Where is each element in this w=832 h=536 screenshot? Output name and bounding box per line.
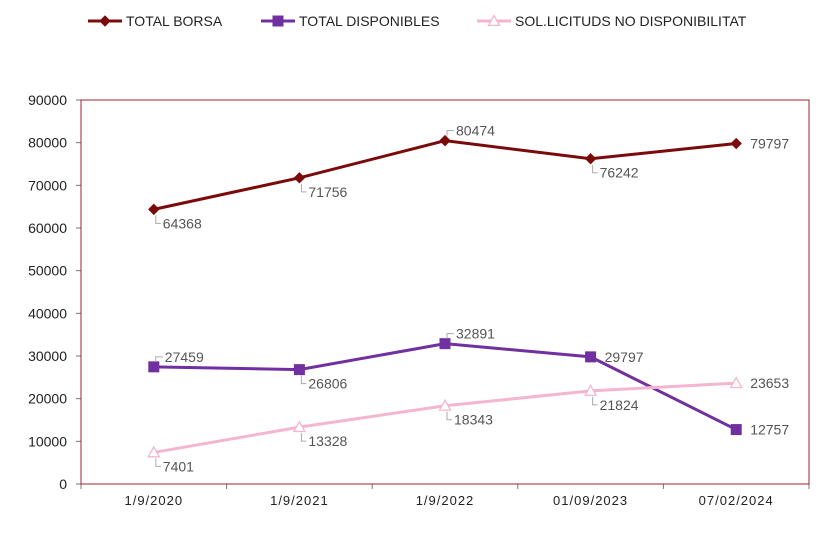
y-axis: 0 10000 20000 30000 40000 50000 60000 70000 8000…: [28, 92, 81, 492]
series-total-borsa: [148, 134, 742, 216]
data-point: [583, 384, 598, 396]
data-point: [148, 203, 160, 216]
series-sol-licituds-no-disponibilitat: [147, 376, 743, 458]
data-label: 7401: [163, 458, 194, 474]
data-point: [147, 445, 161, 458]
data-label-leader: [446, 333, 454, 339]
legend-label: SOL.LICITUDS NO DISPONIBILITAT: [515, 13, 747, 29]
x-axis: 1/9/2020 1/9/2021 1/9/2022 01/09/2023 07/02/…: [80, 484, 810, 508]
data-label: 12757: [750, 422, 789, 438]
data-label-leader: [300, 183, 307, 193]
plot-area: [80, 99, 810, 485]
series-line: [153, 139, 737, 211]
data-label-leader: [155, 215, 161, 224]
y-tick-label: 60000: [28, 220, 67, 236]
data-label: 64368: [163, 215, 202, 231]
data-label: 27459: [165, 349, 204, 365]
data-label-leader: [446, 411, 452, 421]
data-label: 32891: [456, 326, 495, 342]
data-point: [292, 420, 307, 433]
data-point: [730, 137, 742, 150]
y-tick-label: 0: [59, 476, 67, 492]
legend-label: TOTAL DISPONIBLES: [299, 13, 440, 29]
data-label: 13328: [308, 433, 347, 449]
legend-item: TOTAL DISPONIBLES: [261, 13, 440, 29]
y-tick-label: 30000: [28, 348, 67, 364]
data-label: 23653: [750, 375, 789, 391]
legend-marker: [99, 15, 111, 27]
legend-marker: [487, 14, 501, 27]
y-tick-label: 20000: [28, 391, 67, 407]
y-tick-label: 80000: [28, 135, 67, 151]
data-label-leader: [300, 375, 307, 385]
data-label-leader: [592, 164, 598, 174]
data-point: [585, 351, 597, 363]
x-tick-label: 07/02/2024: [699, 493, 774, 508]
data-label-leader: [155, 356, 163, 362]
data-labels: 64368 71756 80474 76242 79797 27459 26806 32891…: [155, 123, 789, 474]
data-label: 79797: [750, 136, 789, 152]
data-point: [148, 361, 160, 373]
legend-item: TOTAL BORSA: [88, 13, 223, 29]
data-point: [438, 398, 452, 411]
x-tick-label: 1/9/2022: [416, 493, 475, 508]
data-label-leader: [300, 433, 307, 442]
data-label: 26806: [308, 376, 347, 392]
data-label: 21824: [600, 397, 639, 413]
data-point: [293, 172, 306, 184]
data-label: 29797: [605, 349, 644, 365]
series-line: [153, 381, 737, 454]
legend-label: TOTAL BORSA: [126, 13, 223, 29]
series-total-disponibles: [148, 338, 742, 436]
x-tick-label: 1/9/2021: [270, 493, 329, 508]
y-tick-label: 50000: [28, 263, 67, 279]
series-layer: [147, 134, 743, 458]
data-label: 76242: [600, 165, 639, 181]
data-label-leader: [446, 130, 454, 136]
legend-marker: [272, 15, 284, 27]
data-point: [293, 364, 305, 376]
data-label: 80474: [456, 123, 495, 139]
data-point: [729, 376, 743, 389]
data-label: 71756: [308, 184, 347, 200]
y-tick-label: 70000: [28, 177, 67, 193]
x-tick-label: 01/09/2023: [553, 493, 628, 508]
data-label-leader: [155, 458, 161, 467]
y-tick-label: 40000: [28, 305, 67, 321]
data-label-leader: [592, 396, 598, 406]
data-label: 18343: [454, 412, 493, 428]
data-point: [439, 134, 451, 147]
data-point: [730, 424, 742, 436]
y-tick-label: 90000: [28, 92, 67, 108]
data-point: [584, 152, 597, 165]
x-tick-label: 1/9/2020: [124, 493, 183, 508]
legend-item: SOL.LICITUDS NO DISPONIBILITAT: [477, 13, 747, 29]
y-tick-label: 10000: [28, 433, 67, 449]
data-point: [439, 338, 451, 350]
legend: TOTAL BORSA TOTAL DISPONIBLES SOL.LICITUDS…: [88, 13, 747, 29]
